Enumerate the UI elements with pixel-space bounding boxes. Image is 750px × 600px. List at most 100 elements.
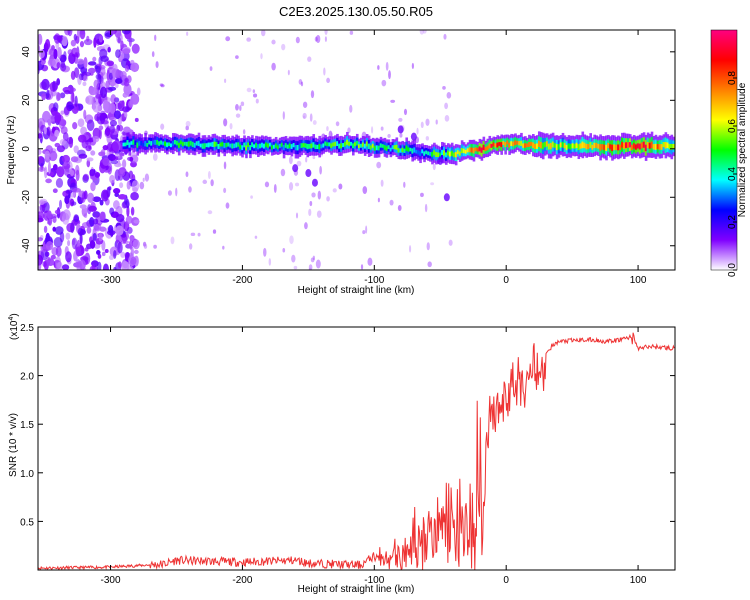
ridge-core	[154, 139, 157, 145]
noise-cell	[291, 254, 296, 263]
noise-cell	[305, 157, 308, 163]
noise-cell	[82, 81, 87, 87]
noise-cell	[107, 46, 111, 53]
ridge-core	[632, 143, 636, 149]
ridge-core	[545, 141, 549, 147]
ridge-core	[644, 144, 648, 152]
ridge-core	[502, 141, 505, 145]
ridge-core	[383, 144, 387, 150]
noise-cell	[311, 192, 316, 198]
noise-cell	[121, 261, 130, 270]
noise-cell	[136, 87, 141, 96]
noise-cell	[99, 35, 103, 43]
noise-cell	[115, 82, 119, 89]
ridge-core	[419, 151, 422, 157]
noise-cell	[399, 132, 403, 138]
noise-cell	[170, 236, 175, 245]
noise-cell	[93, 79, 100, 89]
noise-cell	[86, 35, 90, 42]
noise-cell	[57, 46, 62, 59]
noise-cell	[86, 119, 95, 131]
noise-cell	[315, 259, 321, 269]
noise-cell	[102, 144, 109, 151]
ridge-core	[648, 142, 652, 149]
noise-cell	[59, 199, 63, 210]
ridge-core	[164, 141, 167, 147]
noise-cell	[78, 259, 86, 270]
noise-cell	[52, 164, 58, 171]
ridge-core	[187, 141, 191, 147]
ridge-core	[401, 147, 405, 153]
ridge-core	[494, 143, 498, 148]
ridge-core	[294, 144, 298, 151]
noise-cell	[296, 160, 302, 167]
noise-cell	[54, 209, 61, 215]
ridge-core	[185, 141, 189, 147]
ridge-core	[417, 150, 420, 155]
noise-cell	[46, 171, 55, 177]
noise-cell	[309, 201, 313, 207]
ridge-core	[207, 142, 211, 148]
ridge-core	[181, 141, 185, 147]
ridge-core	[528, 142, 531, 147]
noise-cell	[444, 115, 450, 122]
noise-cell	[65, 232, 71, 240]
colorbar-label: Normalized spectral amplitude	[737, 82, 748, 217]
ridge-core	[173, 139, 177, 145]
noise-cell	[223, 118, 228, 127]
noise-cell	[72, 122, 78, 130]
noise-cell	[108, 116, 117, 122]
ridge-core	[389, 147, 393, 152]
ridge-core	[470, 147, 474, 153]
ridge-core	[628, 142, 632, 148]
noise-cell	[380, 179, 384, 187]
noise-cell	[108, 86, 117, 91]
noise-cell	[72, 187, 82, 193]
ridge-core	[630, 144, 634, 151]
ridge-core	[247, 142, 250, 147]
noise-cell	[102, 99, 109, 112]
y-tick-label: 1.0	[20, 469, 34, 480]
ridge-core	[138, 140, 141, 146]
noise-cell	[56, 145, 65, 153]
ridge-core	[603, 144, 606, 151]
ridge-core	[152, 140, 155, 145]
noise-cell	[41, 93, 46, 101]
noise-cell	[319, 165, 322, 175]
ridge-core	[532, 142, 535, 148]
noise-cell	[377, 65, 380, 70]
noise-cell	[261, 30, 266, 37]
noise-cell	[316, 210, 322, 218]
ridge-core	[650, 141, 654, 149]
ridge-core	[585, 143, 589, 150]
noise-cell	[121, 30, 131, 35]
noise-cell	[229, 123, 233, 130]
noise-cell	[295, 212, 299, 219]
noise-cell	[38, 133, 43, 139]
spectrogram-frame	[37, 29, 676, 271]
noise-cell	[46, 89, 50, 99]
noise-cell	[280, 168, 286, 177]
noise-cell	[108, 186, 112, 191]
ridge-core	[425, 150, 428, 155]
y-tick-label: 1.5	[20, 420, 34, 431]
ridge-core	[526, 143, 529, 148]
ridge-core	[553, 142, 557, 148]
ridge-core	[575, 142, 579, 149]
noise-cell	[160, 84, 165, 88]
noise-cell	[335, 121, 340, 127]
noise-cell	[54, 226, 64, 235]
ridge-core	[458, 151, 462, 156]
ridge-core	[492, 142, 496, 147]
ridge-core	[391, 145, 395, 150]
noise-cell	[324, 30, 328, 35]
noise-cell	[56, 166, 65, 178]
noise-cell	[309, 113, 313, 122]
noise-cell	[326, 77, 330, 84]
noise-cell	[47, 58, 56, 67]
ridge-core	[672, 143, 675, 149]
ridge-core	[371, 143, 375, 148]
ridge-core	[476, 147, 480, 152]
x-tick-label: 100	[630, 575, 647, 586]
ridge-core	[579, 143, 583, 149]
